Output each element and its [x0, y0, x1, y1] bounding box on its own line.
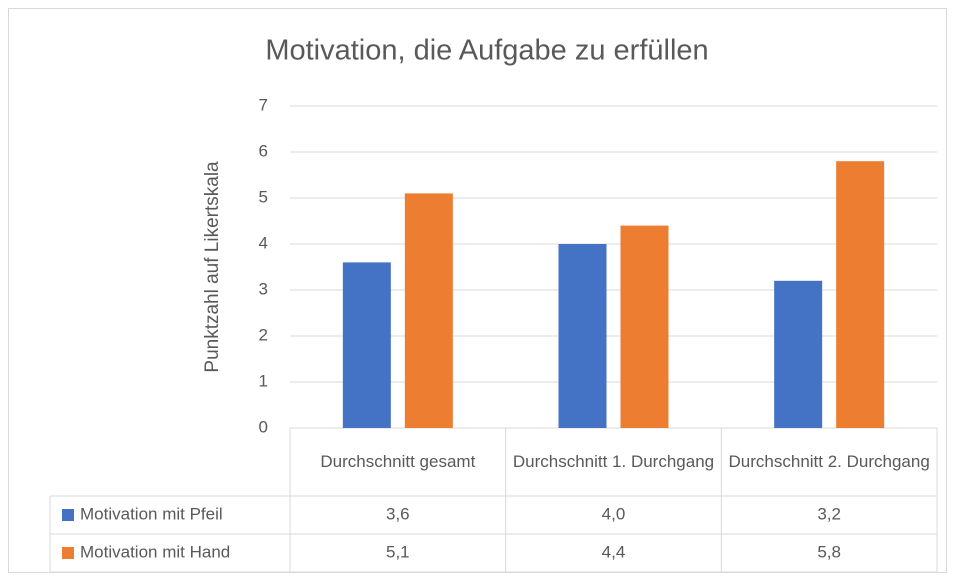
category-cell: Durchschnitt 1. Durchgang	[512, 451, 715, 471]
data-label: 3,6	[386, 504, 410, 523]
x-tick-label: Durchschnitt gesamt	[320, 451, 476, 471]
bar	[774, 280, 823, 428]
data-label: 4,4	[602, 542, 626, 561]
data-label: 5,1	[386, 542, 410, 561]
y-tick-label: 1	[259, 371, 268, 390]
legend-key	[62, 509, 74, 521]
y-tick-label: 4	[259, 233, 268, 252]
y-tick-label: 6	[259, 141, 268, 160]
y-tick-label: 5	[259, 187, 268, 206]
bar	[836, 161, 885, 428]
legend-label: Motivation mit Pfeil	[80, 504, 223, 523]
y-tick-label: 0	[259, 417, 268, 436]
x-tick-label: Durchschnitt 1. Durchgang	[512, 451, 715, 471]
y-tick-label: 3	[259, 279, 268, 298]
category-cell: Durchschnitt gesamt	[320, 451, 476, 471]
chart-title: Motivation, die Aufgabe zu erfüllen	[265, 35, 708, 67]
legend-label: Motivation mit Hand	[80, 542, 230, 561]
y-axis-label: Punktzahl auf Likertskala	[202, 161, 223, 373]
data-label: 5,8	[817, 542, 841, 561]
x-tick-label: Durchschnitt 2. Durchgang	[728, 451, 930, 471]
data-label: 4,0	[602, 504, 626, 523]
y-tick-label: 2	[259, 325, 268, 344]
data-label: 3,2	[817, 504, 841, 523]
category-cell: Durchschnitt 2. Durchgang	[728, 451, 930, 471]
legend-key	[62, 547, 74, 559]
bar	[620, 225, 669, 428]
y-tick-label: 7	[259, 95, 268, 114]
bar	[558, 244, 607, 428]
bar	[404, 193, 453, 428]
bar	[342, 262, 391, 428]
